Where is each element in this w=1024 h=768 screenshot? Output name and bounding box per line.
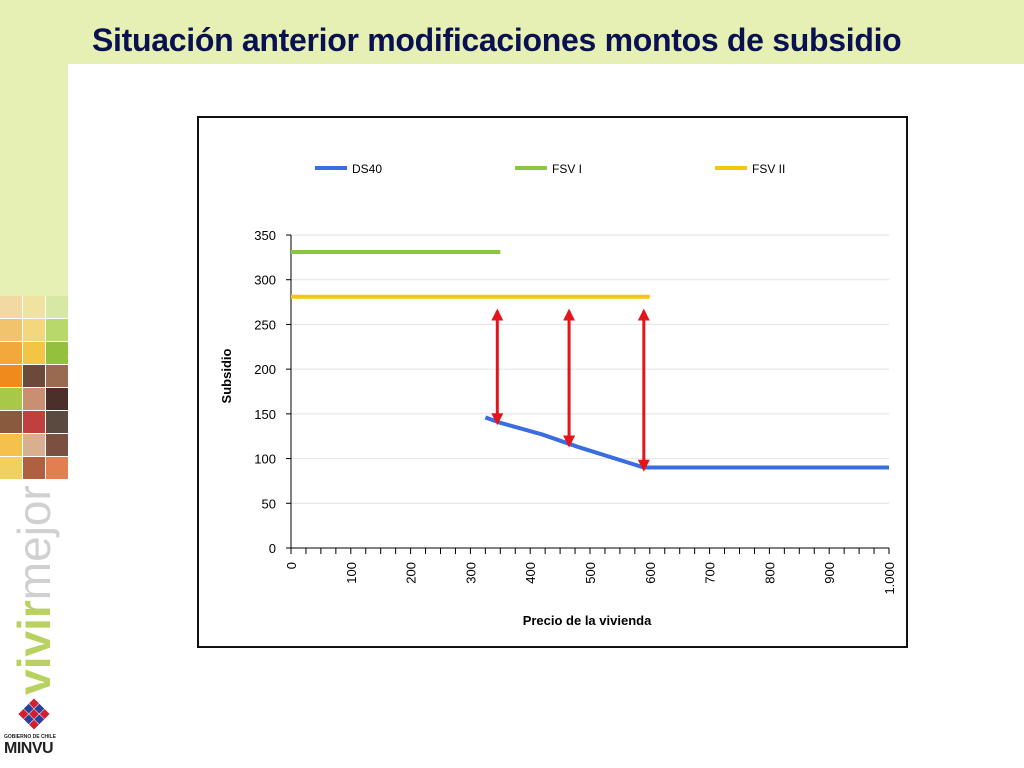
mosaic-photo bbox=[23, 365, 45, 387]
series-line-ds40 bbox=[484, 415, 889, 470]
mosaic-tile bbox=[0, 365, 22, 387]
minvu-house-logo-icon bbox=[18, 698, 50, 730]
mosaic-tile bbox=[0, 319, 22, 341]
mosaic-tile bbox=[46, 319, 68, 341]
mosaic-photo bbox=[46, 388, 68, 410]
x-axis-label: Precio de la vivienda bbox=[523, 613, 652, 628]
y-tick-label: 300 bbox=[254, 273, 276, 288]
mosaic-photo bbox=[46, 434, 68, 456]
y-tick-label: 150 bbox=[254, 407, 276, 422]
title-band bbox=[0, 0, 1024, 64]
mosaic-photo bbox=[46, 457, 68, 479]
mosaic-photo bbox=[23, 457, 45, 479]
x-tick-label: 1.000 bbox=[882, 562, 897, 595]
mosaic-photo bbox=[0, 411, 22, 433]
x-tick-label: 400 bbox=[523, 562, 538, 584]
mosaic-photo bbox=[23, 434, 45, 456]
legend-label: FSV I bbox=[552, 162, 582, 176]
mosaic-photo bbox=[23, 388, 45, 410]
chart-annotations bbox=[491, 308, 650, 472]
y-axis-label: Subsidio bbox=[219, 348, 234, 403]
logo-name: MINVU bbox=[4, 740, 54, 757]
legend-label: DS40 bbox=[352, 162, 382, 176]
x-tick-label: 500 bbox=[583, 562, 598, 584]
chart-series bbox=[291, 249, 889, 470]
x-tick-label: 300 bbox=[463, 562, 478, 584]
x-tick-label: 0 bbox=[284, 562, 299, 569]
brand-tagline: vivirmejor bbox=[7, 485, 61, 695]
chart-frame: 0 50 100 150 200 250 300 350 0 100 200 300 400 500 60… bbox=[197, 116, 908, 648]
brand-tagline-word1: vivir bbox=[8, 600, 60, 695]
mosaic-photo bbox=[23, 411, 45, 433]
slide-title: Situación anterior modificaciones montos… bbox=[92, 22, 902, 58]
mosaic-tile bbox=[0, 342, 22, 364]
side-band bbox=[0, 0, 68, 296]
y-tick-label: 350 bbox=[254, 228, 276, 243]
x-tick-label: 900 bbox=[822, 562, 837, 584]
y-tick-label: 200 bbox=[254, 362, 276, 377]
photo-mosaic bbox=[0, 296, 68, 480]
mosaic-photo bbox=[46, 411, 68, 433]
y-tick-label: 250 bbox=[254, 317, 276, 332]
y-tick-label: 50 bbox=[262, 496, 276, 511]
chart-gridlines bbox=[291, 234, 889, 504]
mosaic-tile bbox=[0, 457, 22, 479]
mosaic-tile bbox=[46, 342, 68, 364]
x-axis-ticks: 0 100 200 300 400 500 600 700 800 900 1.000 bbox=[284, 548, 897, 595]
mosaic-tile bbox=[23, 342, 45, 364]
legend-label: FSV II bbox=[752, 162, 785, 176]
chart-legend: DS40 FSV I FSV II bbox=[315, 162, 785, 176]
logo-caption: GOBIERNO DE CHILE bbox=[4, 734, 56, 740]
y-tick-label: 0 bbox=[269, 541, 276, 556]
x-tick-label: 600 bbox=[643, 562, 658, 584]
x-tick-label: 800 bbox=[762, 562, 777, 584]
mosaic-tile bbox=[0, 434, 22, 456]
x-tick-label: 700 bbox=[703, 562, 718, 584]
mosaic-tile bbox=[46, 296, 68, 318]
mosaic-tile bbox=[23, 296, 45, 318]
mosaic-tile bbox=[0, 388, 22, 410]
line-chart: 0 50 100 150 200 250 300 350 0 100 200 300 400 500 60… bbox=[219, 162, 897, 628]
mosaic-tile bbox=[23, 319, 45, 341]
y-axis-ticks: 0 50 100 150 200 250 300 350 bbox=[254, 228, 291, 556]
x-tick-label: 100 bbox=[344, 562, 359, 584]
brand-tagline-word2: mejor bbox=[8, 485, 60, 601]
mosaic-photo bbox=[46, 365, 68, 387]
y-tick-label: 100 bbox=[254, 452, 276, 467]
chart-axes bbox=[290, 235, 889, 549]
mosaic-tile bbox=[0, 296, 22, 318]
x-tick-label: 200 bbox=[404, 562, 419, 584]
